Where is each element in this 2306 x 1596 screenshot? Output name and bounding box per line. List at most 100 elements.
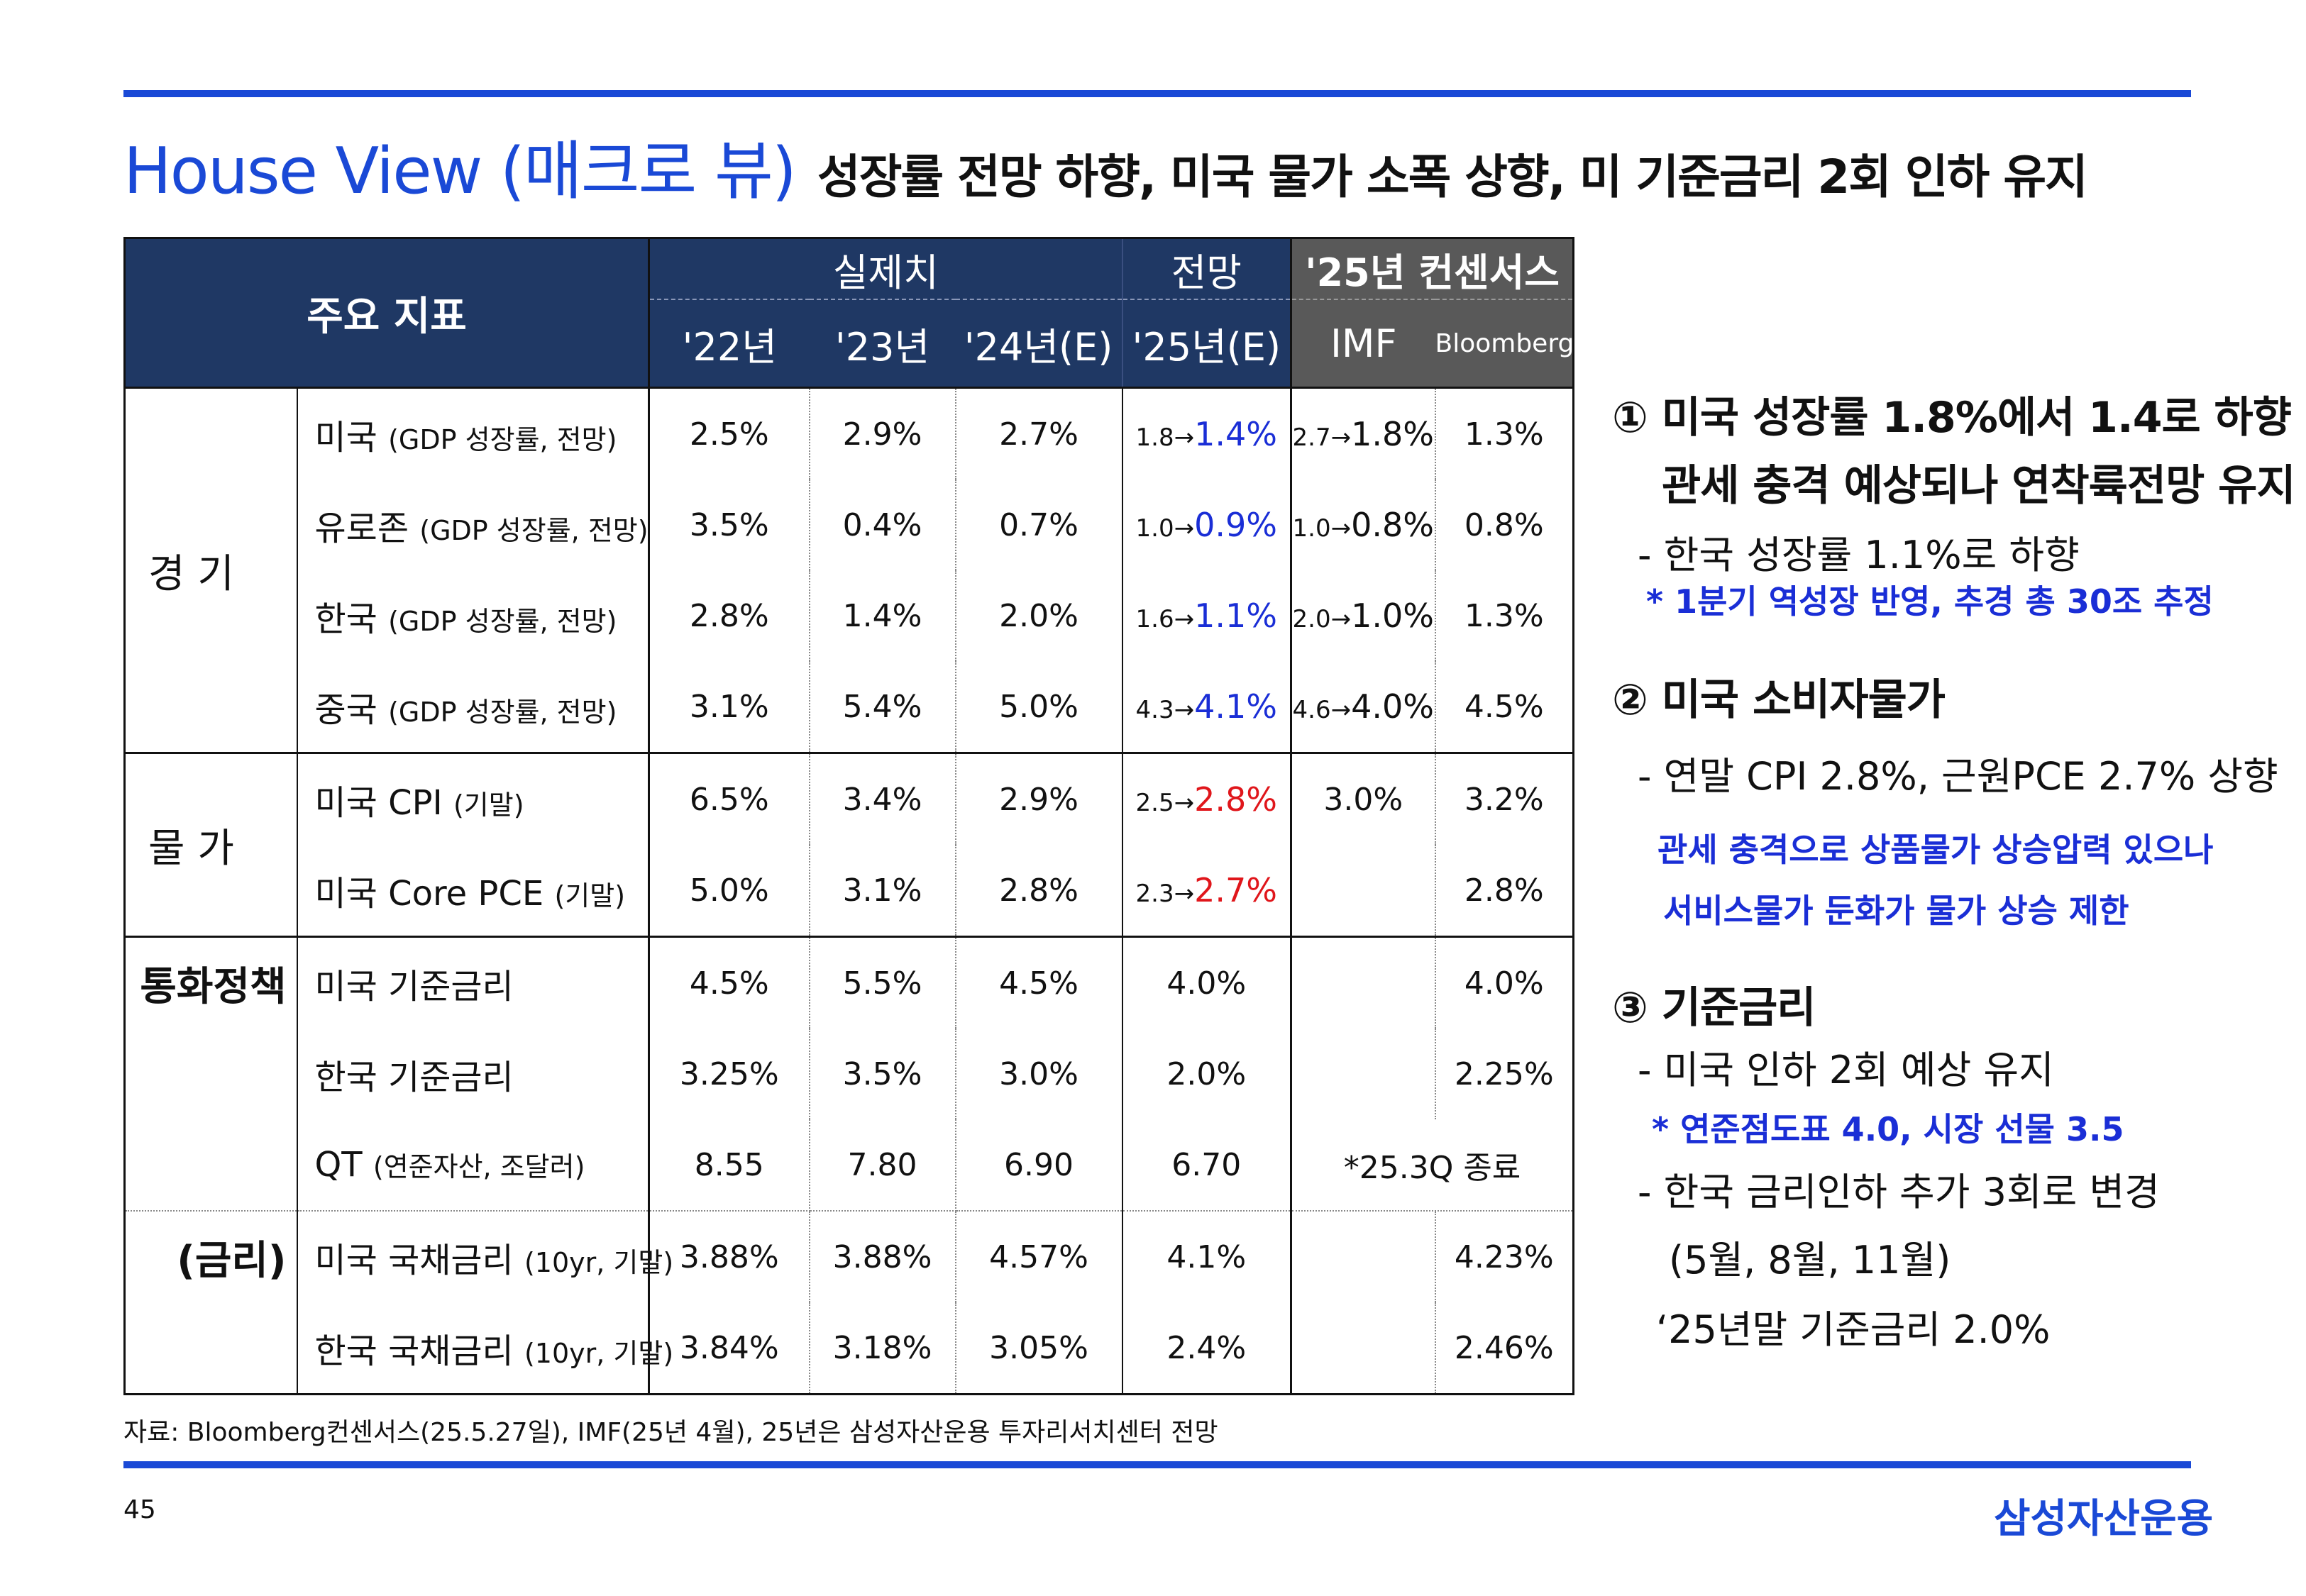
cell-forecast: 2.0%: [1166, 1055, 1247, 1092]
cell-23: 7.80: [809, 1119, 956, 1212]
title-main: House View (매크로 뷰): [123, 134, 797, 209]
header-col-imf: IMF: [1290, 299, 1435, 389]
cell-22: 3.1%: [649, 661, 810, 754]
bottom-rule: [123, 1461, 2191, 1468]
cell-forecast: 6.70: [1122, 1119, 1291, 1212]
cell-bloomberg: 2.25%: [1435, 1029, 1575, 1119]
note3-sub-3: (5월, 8월, 11월): [1669, 1238, 1951, 1282]
cell-23: 5.4%: [809, 661, 956, 754]
header-consensus: '25년 컨센서스: [1290, 237, 1575, 300]
cell-bloomberg: 3.2%: [1435, 753, 1575, 845]
note1-heading: ① 미국 성장률 1.8%에서 1.4로 하향: [1612, 393, 2292, 443]
cell-forecast: 1.6→1.1%: [1135, 597, 1277, 635]
cell-imf: 2.7→1.8%: [1290, 387, 1436, 480]
cell-24: 3.0%: [955, 1029, 1123, 1119]
cell-22: 2.5%: [649, 387, 810, 480]
indicator-label: QT (연준자산, 조달러): [297, 1119, 651, 1212]
cell-imf: 3.0%: [1290, 753, 1436, 845]
note2-blue-2: 서비스물가 둔화가 물가 상승 제한: [1663, 892, 2129, 930]
indicator-label: 미국 기준금리: [297, 936, 651, 1029]
cell-23: 3.1%: [809, 845, 956, 938]
cell-22: 3.88%: [649, 1211, 810, 1302]
note3-sub-2: - 한국 금리인하 추가 3회로 변경: [1638, 1170, 2160, 1214]
category-prices: 물 가: [123, 753, 298, 938]
cell-24: 2.9%: [955, 753, 1123, 845]
cell-imf: [1290, 1302, 1436, 1395]
cell-bloomberg: 1.3%: [1435, 387, 1575, 480]
cell-bloomberg: 4.0%: [1435, 936, 1575, 1029]
note3-sub-1: - 미국 인하 2회 예상 유지: [1638, 1048, 2054, 1092]
category-spacer: [123, 1029, 298, 1119]
cell-24: 3.05%: [955, 1302, 1123, 1395]
cell-24: 4.5%: [955, 936, 1123, 1029]
category-spacer: [123, 1119, 298, 1212]
cell-forecast: 2.4%: [1122, 1302, 1291, 1395]
note1-sub: - 한국 성장률 1.1%로 하향: [1638, 533, 2080, 577]
cell-bloomberg: 4.5%: [1435, 661, 1575, 754]
header-col-22: '22년: [649, 299, 810, 389]
note2-sub: - 연말 CPI 2.8%, 근원PCE 2.7% 상향: [1638, 754, 2278, 799]
indicator-label: 한국 국채금리 (10yr, 기말): [297, 1302, 673, 1395]
indicator-label: 미국 CPI (기말): [297, 753, 651, 845]
cell-23: 5.5%: [809, 936, 956, 1029]
cell-imf: [1290, 845, 1436, 938]
cell-imf: [1290, 936, 1436, 1029]
macro-table: 주요 지표 실제치 전망 '25년 컨센서스 '22년 '23년 '24년(E)…: [123, 237, 1575, 1395]
header-col-24: '24년(E): [955, 299, 1122, 389]
header-forecast: 전망: [1121, 237, 1291, 300]
note2-blue-1: 관세 충격으로 상품물가 상승압력 있으나: [1657, 831, 2214, 869]
cell-24: 0.7%: [955, 480, 1123, 570]
note1-heading-2: 관세 충격 예상되나 연착륙전망 유지: [1662, 461, 2296, 511]
source-note: 자료: Bloomberg컨센서스(25.5.27일), IMF(25년 4월)…: [123, 1418, 1218, 1447]
note3-heading: ③ 기준금리: [1612, 983, 1816, 1033]
cell-23: 3.5%: [809, 1029, 956, 1119]
cell-24: 5.0%: [955, 661, 1123, 754]
title-sub: 성장률 전망 하향, 미국 물가 소폭 상향, 미 기준금리 2회 인하 유지: [817, 150, 2088, 204]
cell-24: 2.0%: [955, 570, 1123, 661]
note3-blue: * 연준점도표 4.0, 시장 선물 3.5: [1652, 1110, 2124, 1148]
note3-sub-4: ‘25년말 기준금리 2.0%: [1656, 1307, 2051, 1352]
cell-imf: [1290, 1211, 1436, 1302]
indicator-label: 한국 기준금리: [297, 1029, 651, 1119]
cell-imf: [1290, 1029, 1436, 1119]
indicator-label: 한국 (GDP 성장률, 전망): [297, 570, 651, 661]
cell-forecast: 2.5→2.8%: [1135, 780, 1277, 819]
category-monetary: 통화정책: [123, 936, 298, 1029]
indicator-label: 미국 (GDP 성장률, 전망): [297, 387, 651, 480]
top-rule: [123, 90, 2191, 97]
cell-bloomberg: 2.46%: [1435, 1302, 1575, 1395]
cell-bloomberg: 4.23%: [1435, 1211, 1575, 1302]
cell-imf: 4.6→4.0%: [1290, 661, 1436, 754]
category-spacer: [123, 1302, 298, 1395]
cell-consensus-merged: *25.3Q 종료: [1290, 1119, 1575, 1212]
header-actual: 실제치: [649, 237, 1122, 300]
cell-23: 0.4%: [809, 480, 956, 570]
cell-23: 2.9%: [809, 387, 956, 480]
indicator-label: 미국 국채금리 (10yr, 기말): [297, 1211, 673, 1302]
cell-24: 4.57%: [955, 1211, 1123, 1302]
cell-24: 2.7%: [955, 387, 1123, 480]
cell-bloomberg: 2.8%: [1435, 845, 1575, 938]
cell-forecast: 4.1%: [1166, 1238, 1247, 1275]
cell-forecast: 2.3→2.7%: [1122, 845, 1291, 938]
cell-24: 2.8%: [955, 845, 1123, 938]
cell-22: 2.8%: [649, 570, 810, 661]
header-col-25: '25년(E): [1121, 299, 1291, 389]
header-col-bloomberg: Bloomberg: [1435, 299, 1575, 389]
cell-bloomberg: 1.3%: [1435, 570, 1575, 661]
indicator-label: 미국 Core PCE (기말): [297, 845, 651, 938]
note2-heading: ② 미국 소비자물가: [1612, 675, 1946, 725]
cell-imf: 2.0→1.0%: [1290, 570, 1436, 661]
cell-forecast: 4.3→4.1%: [1122, 661, 1291, 754]
indicator-label: 유로존 (GDP 성장률, 전망): [297, 480, 651, 570]
cell-23: 3.4%: [809, 753, 956, 845]
cell-22: 3.5%: [649, 480, 810, 570]
cell-22: 8.55: [649, 1119, 810, 1212]
cell-23: 3.88%: [809, 1211, 956, 1302]
cell-22: 3.84%: [649, 1302, 810, 1395]
indicator-label: 중국 (GDP 성장률, 전망): [297, 661, 651, 754]
cell-22: 3.25%: [649, 1029, 810, 1119]
cell-23: 1.4%: [809, 570, 956, 661]
cell-22: 5.0%: [649, 845, 810, 938]
header-indicator: 주요 지표: [123, 237, 651, 389]
